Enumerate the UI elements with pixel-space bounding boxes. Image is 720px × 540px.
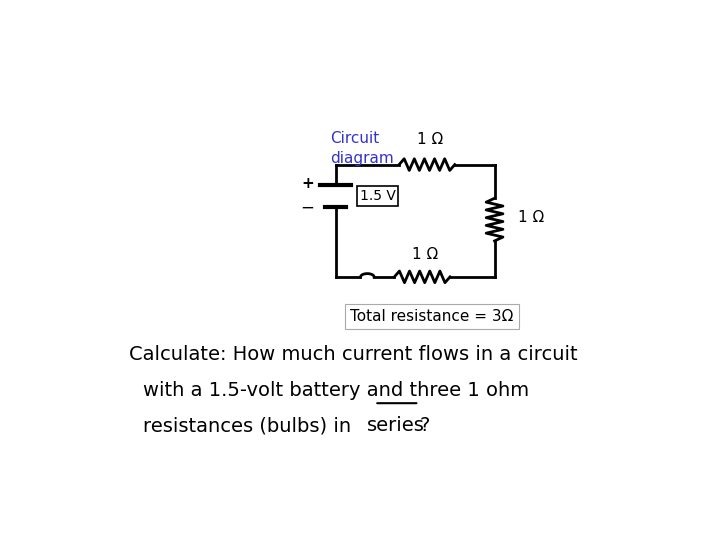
Text: +: + [301,176,314,191]
Text: series: series [367,416,425,435]
Text: Calculate: How much current flows in a circuit: Calculate: How much current flows in a c… [129,346,577,365]
Text: 1 Ω: 1 Ω [518,210,544,225]
Text: Circuit
diagram: Circuit diagram [330,131,394,166]
Text: 1.5 V: 1.5 V [359,189,395,203]
Text: 1 Ω: 1 Ω [417,132,443,147]
Text: with a 1.5-volt battery and three 1 ohm: with a 1.5-volt battery and three 1 ohm [143,381,529,400]
Text: ?: ? [419,416,430,435]
Text: 1 Ω: 1 Ω [412,247,438,262]
Text: −: − [301,199,315,217]
Text: Total resistance = 3Ω: Total resistance = 3Ω [350,309,513,324]
Text: resistances (bulbs) in: resistances (bulbs) in [143,416,357,435]
